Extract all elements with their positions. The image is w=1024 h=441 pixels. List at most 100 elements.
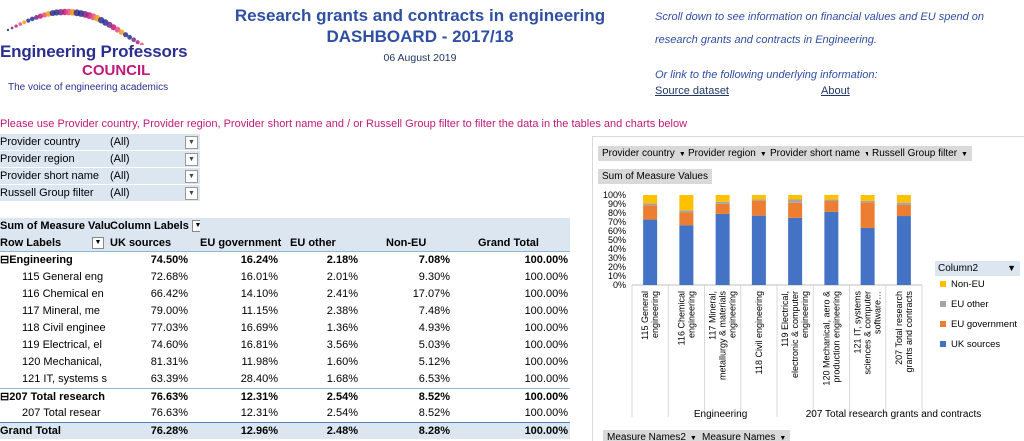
table-row[interactable]: 207 Total resear 76.63% 12.31% 2.54% 8.52% 10… [0,405,570,422]
filter-label: Provider country [0,136,81,148]
bar-segment[interactable] [679,225,694,285]
legend-swatch [940,281,946,287]
table-row[interactable]: 115 General eng 72.68% 16.01% 2.01% 9.30% 100… [0,269,570,286]
bar-segment[interactable] [715,201,730,204]
bar-segment[interactable] [896,202,911,205]
bar-segment[interactable] [824,194,839,200]
x-category-label: 207 Total research [894,291,904,365]
info-line-1: Scroll down to see information on financ… [655,11,984,23]
chart-axis-field-chip[interactable]: Measure Names2 ▼ [603,430,701,441]
pivot-header-row-1: Sum of Measure Valu Column Labels ▼ [0,218,570,235]
cell-value: 16.81% [240,339,278,351]
info-line-2: research grants and contracts in Enginee… [655,34,877,46]
legend-field-chip[interactable]: Column2 ▼ [935,261,1020,276]
table-row[interactable]: 120 Mechanical, 81.31% 11.98% 1.60% 5.12% 100… [0,354,570,371]
bar-segment[interactable] [643,205,658,220]
chart-filter-chip[interactable]: Russell Group filter ▼ [868,146,972,161]
row-label: 120 Mechanical, [22,356,103,368]
row-filter-icon[interactable]: ▼ [92,235,106,252]
bar-segment[interactable] [860,200,875,203]
bar-segment[interactable] [860,202,875,228]
bar-segment[interactable] [679,195,694,211]
stacked-bar-chart: 100%90%80%70%60%50%40%30%20%10%0% 115 Gen… [603,190,923,417]
cell-value: 3.56% [326,339,358,351]
bar-segment[interactable] [824,201,839,212]
chart-axis-field-chip[interactable]: Measure Names ▼ [698,430,791,441]
x-category-label: 117 Mineral, [708,291,718,340]
dashboard-title: Research grants and contracts in enginee… [210,5,630,47]
cell-value: 8.52% [418,391,450,403]
cell-value: 28.40% [240,373,278,385]
filter-dropdown-icon[interactable]: ▼ [185,136,198,149]
bar-segment[interactable] [896,204,911,217]
cell-value: 1.60% [326,356,358,368]
bar-segment[interactable] [751,200,766,216]
bar-segment[interactable] [715,213,730,285]
logo-tagline: The voice of engineering academics [8,82,169,93]
bar-segment[interactable] [788,202,803,218]
chart-filter-chip[interactable]: Provider country ▼ [598,146,690,161]
legend-label: UK sources [951,339,1001,350]
legend-item[interactable]: EU other [940,299,989,310]
bar-segment[interactable] [715,194,730,202]
row-label: 207 Total resear [22,407,101,419]
bar-segment[interactable] [715,203,730,214]
table-row[interactable]: ⊟Engineering 74.50% 16.24% 2.18% 7.08% 100.00… [0,252,570,269]
legend-filter-icon[interactable]: ▼ [1007,263,1016,273]
table-row[interactable]: ⊟207 Total research 76.63% 12.31% 2.54% 8.52… [0,388,570,405]
filter-dropdown-icon[interactable]: ▼ [185,170,198,183]
bar-segment[interactable] [751,215,766,285]
bar-segment[interactable] [896,216,911,285]
filter-dropdown-icon[interactable]: ▼ [185,153,198,166]
legend-label: Non-EU [951,279,985,290]
table-row[interactable]: 119 Electrical, el 74.60% 16.81% 3.56% 5.03%… [0,337,570,354]
chart-filter-chip[interactable]: Provider short name▼ [766,146,875,161]
x-category-label: electronic & computer [790,291,800,378]
cell-value: 76.28% [150,425,188,437]
x-category-label: software… [873,291,883,334]
cell-value: 77.03% [150,322,188,334]
table-row[interactable]: 117 Mineral, me 79.00% 11.15% 2.38% 7.48% 100… [0,303,570,320]
bar-segment[interactable] [643,219,658,285]
table-row[interactable]: 118 Civil enginee 77.03% 16.69% 1.36% 4.93% 1… [0,320,570,337]
bar-segment[interactable] [860,195,875,201]
bar-segment[interactable] [824,211,839,285]
cell-value: 100.00% [524,373,568,385]
table-row[interactable]: 121 IT, systems s 63.39% 28.40% 1.68% 6.53% 1… [0,371,570,388]
table-row[interactable]: Grand Total 76.28% 12.96% 2.48% 8.28% 100.00% [0,422,570,439]
row-label: Grand Total [0,425,61,437]
chevron-down-icon: ▼ [678,151,686,158]
x-category-label: 116 Chemical [676,291,686,345]
column-header: UK sources [110,237,172,249]
source-dataset-link[interactable]: Source dataset [655,85,729,97]
filter-dropdown-icon[interactable]: ▼ [185,187,198,200]
bar-segment[interactable] [643,203,658,206]
bar-segment[interactable] [679,212,694,226]
bar-segment[interactable] [751,199,766,201]
report-date: 06 August 2019 [383,52,457,64]
logo-council: COUNCIL [82,62,151,79]
y-tick-label: 100% [603,190,626,200]
bar-segment[interactable] [679,210,694,213]
bar-segment[interactable] [643,195,658,204]
legend-item[interactable]: Non-EU [940,279,985,290]
cell-value: 9.30% [418,271,450,283]
bar-segment[interactable] [751,194,766,200]
column-filter-icon[interactable]: ▼ [191,220,200,233]
filter-label: Provider region [0,153,75,165]
legend-item[interactable]: EU government [940,319,1017,330]
chart-filter-chip[interactable]: Provider region ▼ [684,146,771,161]
legend-item[interactable]: UK sources [940,339,1000,350]
x-category-label: metallurgy & materials [718,291,728,381]
bar-segment[interactable] [788,217,803,285]
bar-segment[interactable] [824,199,839,202]
about-link[interactable]: About [821,85,850,97]
filter-instructions: Please use Provider country, Provider re… [0,118,688,130]
bar-segment[interactable] [788,199,803,203]
chart-value-field-chip[interactable]: Sum of Measure Values [598,169,712,184]
bar-segment[interactable] [896,195,911,203]
table-row[interactable]: 116 Chemical en 66.42% 14.10% 2.41% 17.07% 10… [0,286,570,303]
column-labels-header[interactable]: Column Labels ▼ [110,218,200,235]
bar-segment[interactable] [860,227,875,285]
bar-segment[interactable] [788,195,803,200]
